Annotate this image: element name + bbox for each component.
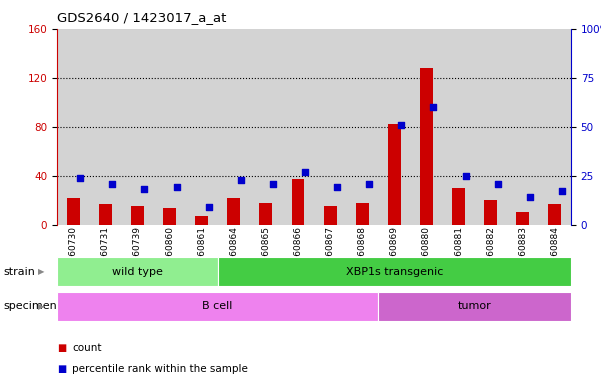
Bar	[516, 212, 529, 225]
Text: ■: ■	[57, 364, 66, 374]
Bar	[195, 216, 208, 225]
Bar	[163, 207, 176, 225]
Point	[461, 173, 471, 179]
Bar	[549, 204, 561, 225]
Bar	[420, 68, 433, 225]
Point	[332, 184, 342, 190]
Text: wild type: wild type	[112, 266, 163, 277]
Point	[268, 180, 278, 187]
Bar	[227, 198, 240, 225]
Bar	[67, 198, 79, 225]
Bar	[260, 203, 272, 225]
Point	[236, 177, 246, 183]
Bar	[218, 257, 571, 286]
Point	[108, 180, 117, 187]
Bar	[484, 200, 497, 225]
Text: specimen: specimen	[3, 301, 56, 311]
Point	[364, 180, 374, 187]
Text: ▶: ▶	[38, 267, 44, 276]
Text: GDS2640 / 1423017_a_at: GDS2640 / 1423017_a_at	[57, 12, 227, 25]
Point	[525, 194, 535, 200]
Text: percentile rank within the sample: percentile rank within the sample	[72, 364, 248, 374]
Point	[557, 188, 567, 194]
Point	[397, 122, 406, 128]
Bar	[356, 203, 368, 225]
Point	[204, 204, 213, 210]
Text: B cell: B cell	[203, 301, 233, 311]
Bar	[324, 206, 337, 225]
Text: ▶: ▶	[38, 302, 44, 311]
Point	[493, 180, 502, 187]
Bar	[378, 292, 571, 321]
Bar	[57, 292, 378, 321]
Bar	[388, 124, 401, 225]
Point	[172, 184, 182, 190]
Text: XBP1s transgenic: XBP1s transgenic	[346, 266, 443, 277]
Bar	[291, 179, 304, 225]
Bar	[57, 257, 218, 286]
Point	[75, 175, 85, 181]
Text: tumor: tumor	[458, 301, 492, 311]
Bar	[99, 204, 112, 225]
Text: strain: strain	[3, 266, 35, 277]
Text: ■: ■	[57, 343, 66, 353]
Bar	[131, 206, 144, 225]
Point	[429, 104, 438, 110]
Point	[139, 186, 149, 192]
Point	[300, 169, 310, 175]
Bar	[452, 188, 465, 225]
Text: count: count	[72, 343, 102, 353]
